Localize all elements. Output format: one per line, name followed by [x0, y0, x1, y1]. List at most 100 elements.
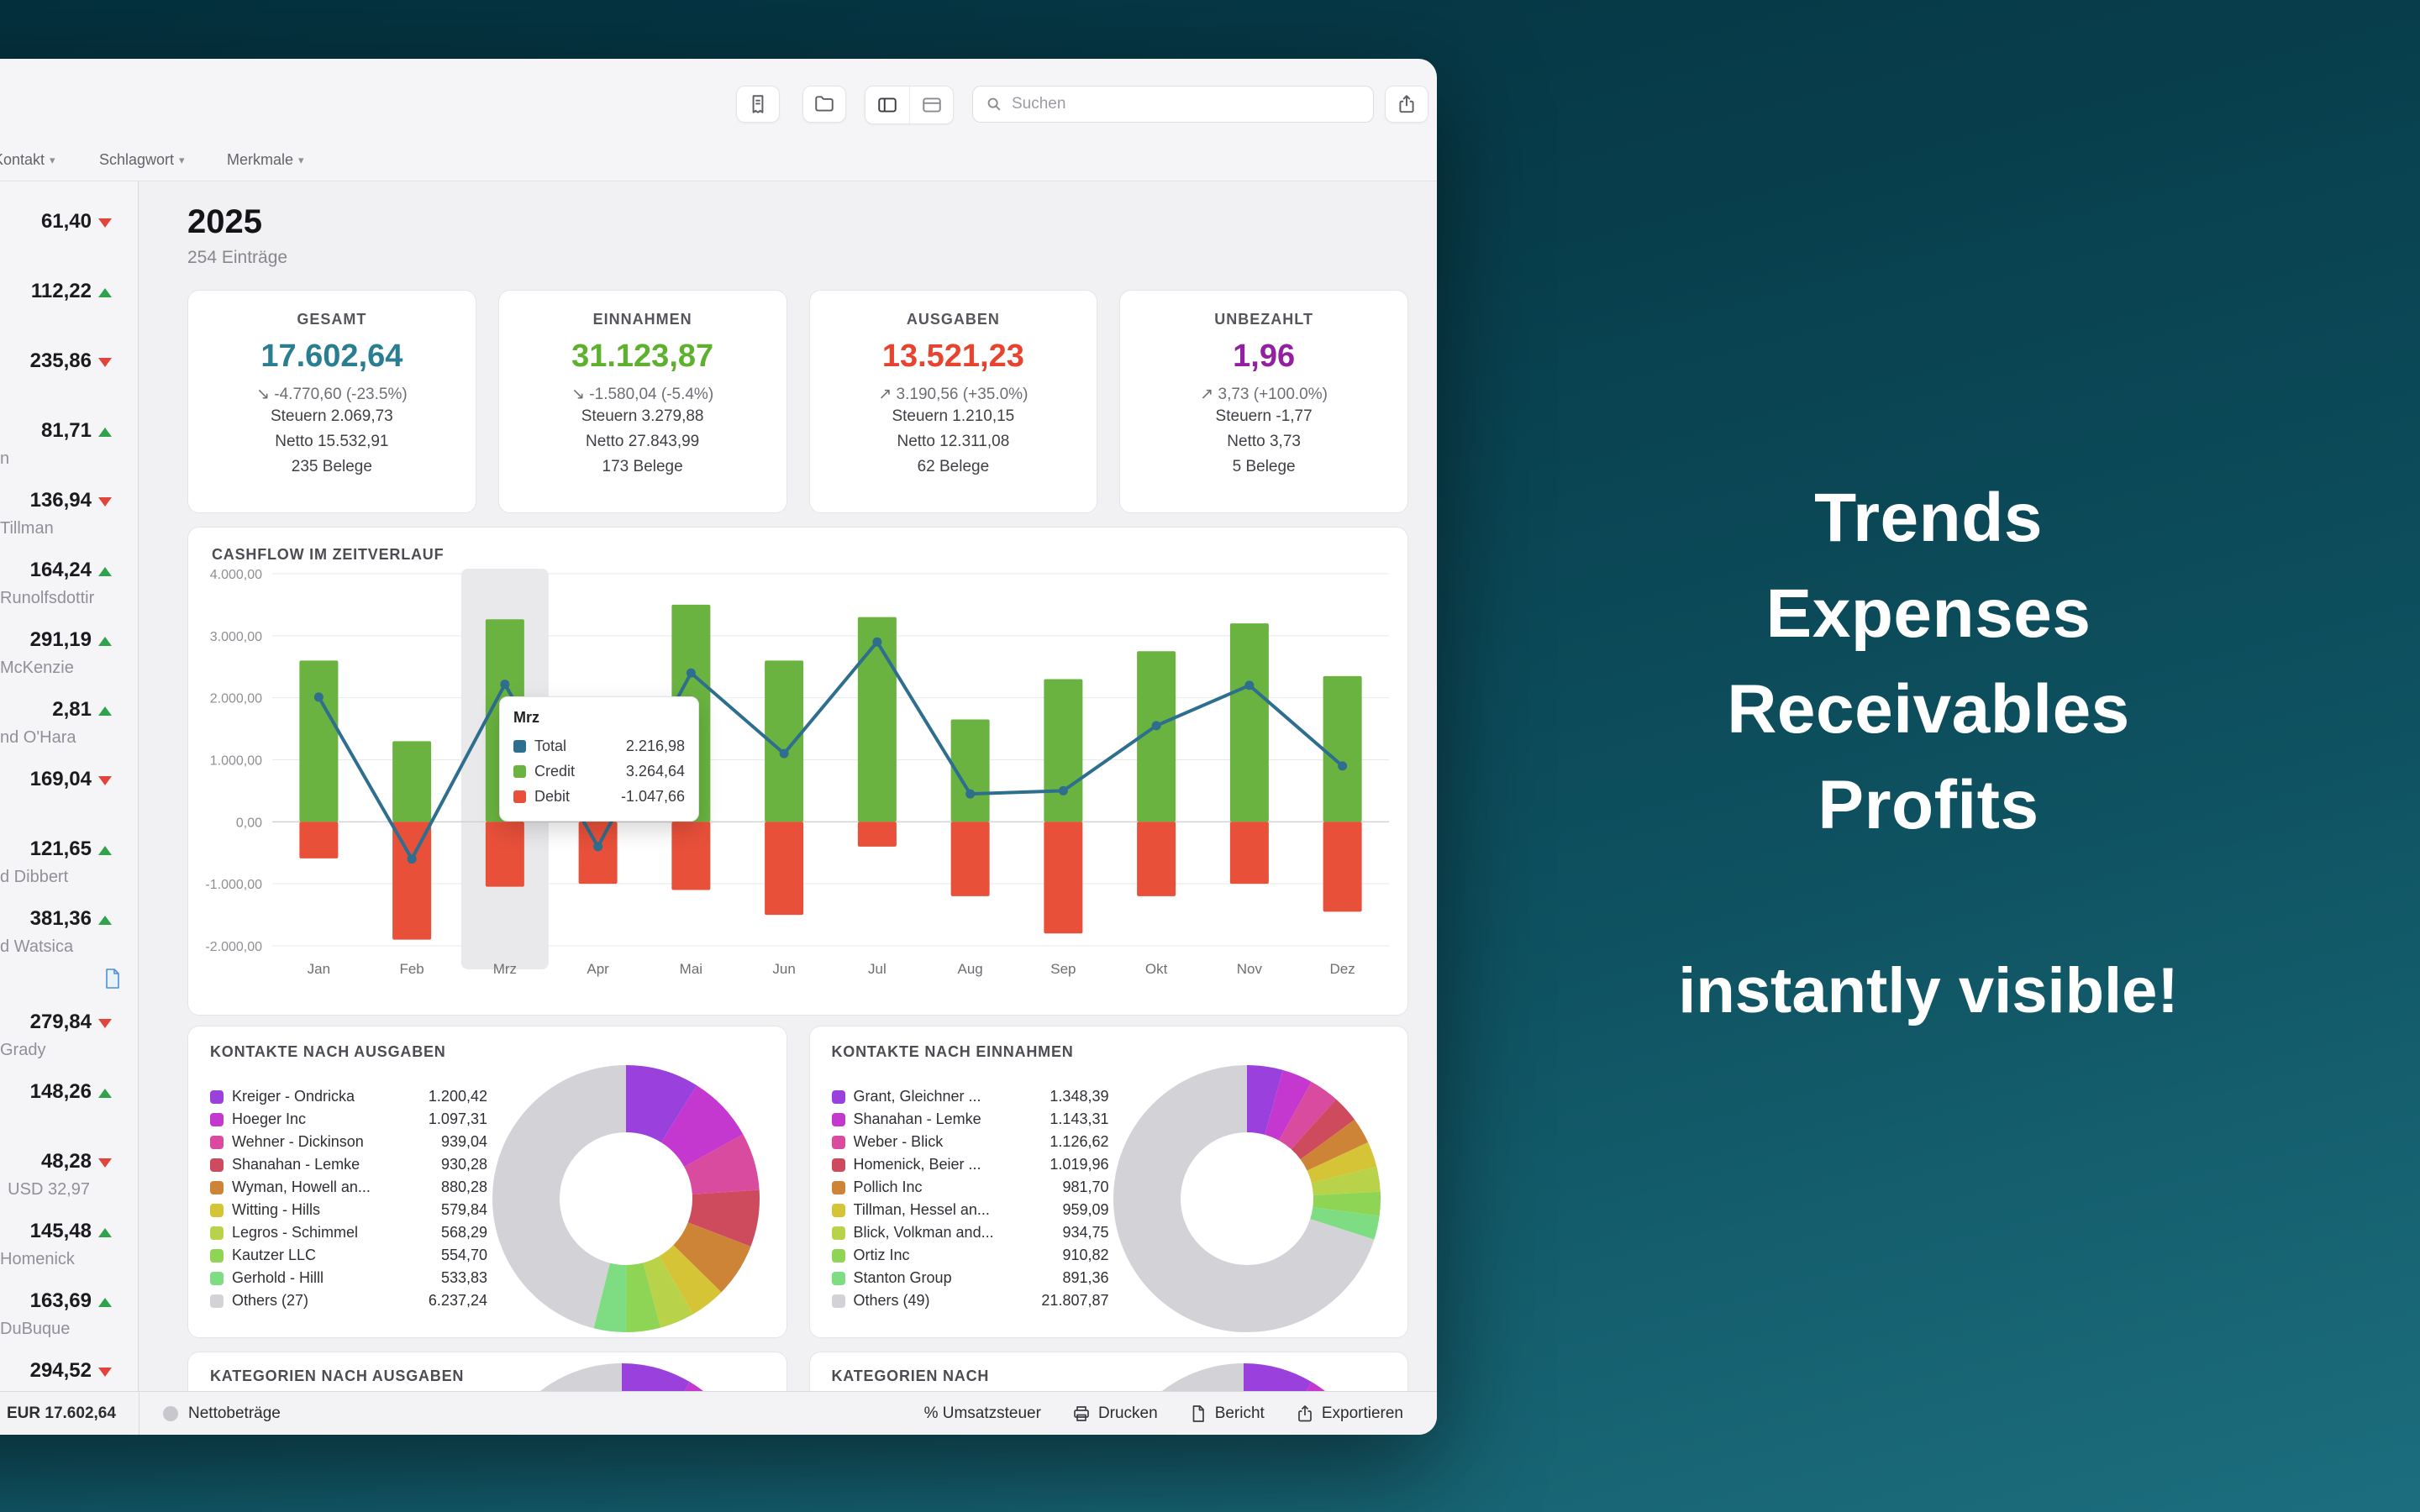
- toggle-sidebar-button[interactable]: [865, 87, 909, 123]
- vat-button[interactable]: % Umsatzsteuer: [924, 1404, 1041, 1423]
- toggle-card-view-button[interactable]: [909, 87, 953, 123]
- filter-kontakt[interactable]: Kontakt ▾: [0, 151, 55, 169]
- svg-text:Sep: Sep: [1050, 961, 1076, 977]
- new-receipt-button[interactable]: [736, 86, 780, 123]
- report-button[interactable]: Bericht: [1188, 1404, 1265, 1424]
- transaction-amount: 381,36: [29, 907, 92, 930]
- legend-label: Kautzer LLC: [232, 1247, 317, 1263]
- legend-label: Gerhold - Hilll: [232, 1269, 324, 1286]
- legend-item[interactable]: Pollich Inc 981,70: [831, 1176, 1109, 1199]
- export-button[interactable]: Exportieren: [1295, 1404, 1403, 1424]
- transaction-list-item[interactable]: 279,84 Grady: [0, 1002, 138, 1072]
- transaction-amount: 48,28: [40, 1150, 92, 1173]
- categories-income-title: KATEGORIEN NACH: [831, 1368, 990, 1384]
- legend-item[interactable]: Stanton Group 891,36: [831, 1267, 1109, 1289]
- transaction-list-item[interactable]: 112,22: [0, 271, 138, 341]
- increase-indicator-icon: [98, 916, 112, 925]
- chevron-down-icon: ▾: [298, 153, 304, 166]
- tooltip-row: Debit -1.047,66: [513, 784, 685, 809]
- legend-swatch: [831, 1112, 845, 1126]
- legend-item[interactable]: Grant, Gleichner ... 1.348,39: [831, 1085, 1109, 1108]
- donut-segment[interactable]: [492, 1065, 760, 1332]
- summary-card-ausgaben: AUSGABEN 13.521,23 ↗ 3.190,56 (+35.0%) Steu…: [808, 290, 1098, 513]
- filter-schlagwort[interactable]: Schlagwort ▾: [99, 151, 185, 169]
- marketing-tagline: instantly visible!: [1678, 955, 2179, 1026]
- summary-card-value: 1,96: [1233, 339, 1296, 374]
- print-button[interactable]: Drucken: [1071, 1404, 1158, 1424]
- transaction-list-item[interactable]: 148,26: [0, 1072, 138, 1142]
- legend-item[interactable]: Hoeger Inc 1.097,31: [210, 1108, 487, 1131]
- tooltip-rows: Total 2.216,98 Credit 3.264,64 Debit -1.047,6…: [513, 733, 685, 809]
- legend-item[interactable]: Others (49) 21.807,87: [831, 1289, 1109, 1312]
- donut-segment[interactable]: [1113, 1065, 1381, 1332]
- legend-item[interactable]: Legros - Schimmel 568,29: [210, 1221, 487, 1244]
- transaction-amount: 291,19: [29, 628, 92, 651]
- transaction-amount: 136,94: [29, 489, 92, 512]
- sidebar-list: 61,40 112,22 235,86 81,71 n 136,94 Tillman 164,…: [0, 202, 138, 1420]
- transaction-contact-name: d Watsica: [0, 937, 74, 956]
- legend-item[interactable]: Ortiz Inc 910,82: [831, 1244, 1109, 1267]
- transaction-list-item[interactable]: 145,48 Homenick: [0, 1211, 138, 1281]
- summary-card-tax-line: Steuern 1.210,15: [892, 407, 1015, 425]
- filter-merkmale[interactable]: Merkmale ▾: [227, 151, 304, 169]
- legend-item[interactable]: Tillman, Hessel an... 959,09: [831, 1199, 1109, 1221]
- income-donut-chart[interactable]: [1113, 1064, 1381, 1333]
- categories-expenses-title: KATEGORIEN NACH AUSGABEN: [210, 1368, 465, 1384]
- legend-item[interactable]: Wehner - Dickinson 939,04: [210, 1131, 487, 1153]
- transaction-list-item[interactable]: 235,86: [0, 341, 138, 411]
- legend-item[interactable]: Shanahan - Lemke 930,28: [210, 1153, 487, 1176]
- legend-item[interactable]: Kautzer LLC 554,70: [210, 1244, 487, 1267]
- legend-item[interactable]: Others (27) 6.237,24: [210, 1289, 487, 1312]
- transaction-list-item[interactable]: 61,40: [0, 202, 138, 271]
- transaction-list-item[interactable]: 2,81 nd O'Hara: [0, 690, 138, 759]
- filter-bar: Kontakt ▾ Schlagwort ▾ Merkmale ▾: [0, 150, 1437, 181]
- legend-item[interactable]: Kreiger - Ondricka 1.200,42: [210, 1085, 487, 1108]
- donut-segment[interactable]: [492, 1065, 760, 1332]
- trend-down-icon: ↘: [256, 386, 275, 403]
- summary-card-trend: ↘ -1.580,04 (-5.4%): [571, 386, 714, 403]
- cashflow-chart[interactable]: 4.000,00 3.000,00 2.000,00 1.000,00 0,00 -1.0…: [200, 564, 1397, 984]
- cashflow-title: CASHFLOW IM ZEITVERLAUF: [212, 546, 445, 563]
- transaction-list-item[interactable]: 164,24 Runolfsdottir: [0, 550, 138, 620]
- legend-item[interactable]: Witting - Hills 579,84: [210, 1199, 487, 1221]
- legend-item[interactable]: Homenick, Beier ... 1.019,96: [831, 1153, 1109, 1176]
- series-value: 3.264,64: [625, 762, 685, 780]
- legend-swatch: [210, 1271, 224, 1285]
- trend-up-icon: ↗: [878, 386, 897, 403]
- legend-label: Hoeger Inc: [232, 1110, 307, 1127]
- expenses-donut-chart[interactable]: [492, 1064, 760, 1333]
- transaction-list-item[interactable]: 136,94 Tillman: [0, 480, 138, 550]
- summary-card-gesamt: GESAMT 17.602,64 ↘ -4.770,60 (-23.5%) Steue…: [187, 290, 476, 513]
- transaction-list-item[interactable]: 48,28 USD 32,97: [0, 1142, 138, 1211]
- export-label: Exportieren: [1321, 1404, 1403, 1422]
- transaction-list-item[interactable]: 294,52: [0, 1351, 138, 1420]
- net-toggle-icon[interactable]: [163, 1405, 178, 1421]
- transaction-list-item[interactable]: 163,69 DuBuque: [0, 1281, 138, 1351]
- transaction-list-item[interactable]: 81,71 n: [0, 411, 138, 480]
- legend-item[interactable]: Blick, Volkman and... 934,75: [831, 1221, 1109, 1244]
- search-input[interactable]: Suchen: [972, 86, 1374, 123]
- transaction-list-item[interactable]: 121,65 d Dibbert: [0, 829, 138, 899]
- svg-text:Jan: Jan: [308, 961, 330, 977]
- legend-item[interactable]: Weber - Blick 1.126,62: [831, 1131, 1109, 1153]
- legend-swatch: [210, 1158, 224, 1172]
- folder-button[interactable]: [802, 86, 846, 123]
- legend-item[interactable]: Gerhold - Hilll 533,83: [210, 1267, 487, 1289]
- folder-icon: [815, 96, 834, 112]
- share-button[interactable]: [1385, 86, 1428, 123]
- legend-item[interactable]: Shanahan - Lemke 1.143,31: [831, 1108, 1109, 1131]
- transaction-amount: 112,22: [30, 280, 92, 302]
- trend-down-icon: ↘: [571, 386, 590, 403]
- legend-item[interactable]: Wyman, Howell an... 880,28: [210, 1176, 487, 1199]
- donut-segment[interactable]: [1113, 1065, 1381, 1332]
- transaction-list-item[interactable]: 291,19 McKenzie: [0, 620, 138, 690]
- transaction-list-item[interactable]: 381,36 d Watsica: [0, 899, 138, 969]
- decrease-indicator-icon: [98, 776, 112, 785]
- svg-text:Feb: Feb: [399, 961, 424, 977]
- donut-segment[interactable]: [492, 1065, 760, 1332]
- contact-charts-row: KONTAKTE NACH AUSGABEN Kreiger - Ondrick…: [187, 1026, 1408, 1338]
- legend-value: 910,82: [1062, 1247, 1109, 1263]
- tooltip-row: Total 2.216,98: [513, 733, 685, 759]
- total-amount: EUR 17.602,64: [7, 1404, 116, 1422]
- transaction-list-item[interactable]: 169,04: [0, 759, 138, 829]
